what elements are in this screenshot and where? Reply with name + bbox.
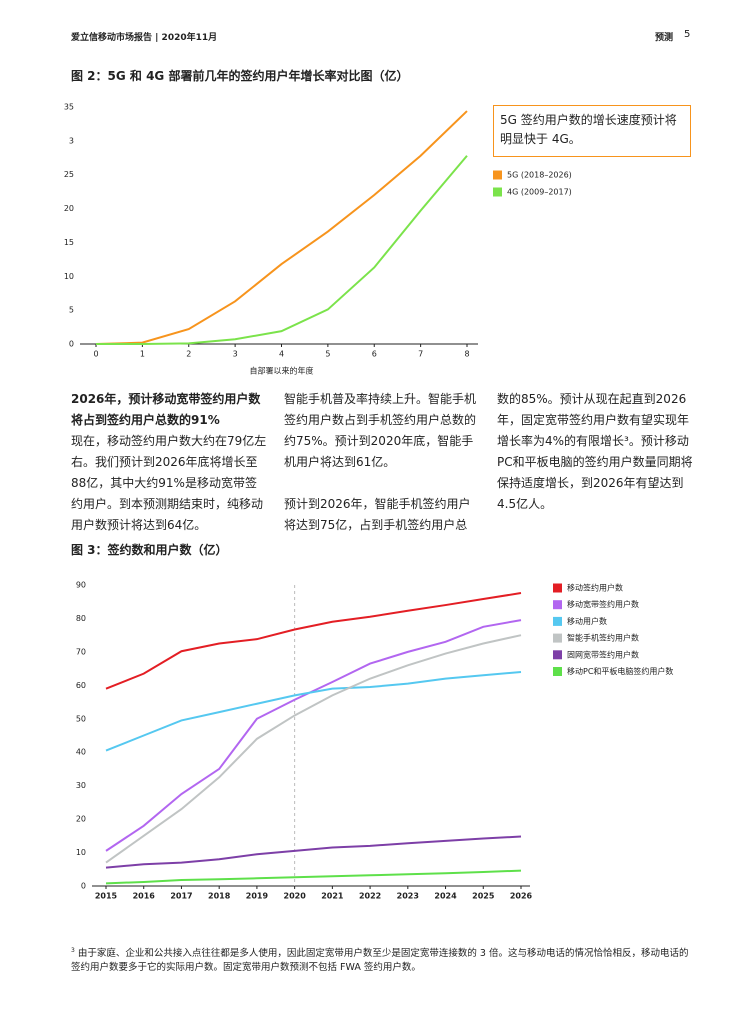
x-tick-label: 1 (140, 350, 145, 359)
y-tick-label: 20 (64, 204, 74, 213)
legend-label: 智能手机签约用户数 (567, 633, 639, 643)
y-tick-label: 20 (76, 815, 86, 824)
series-line (105, 835, 522, 869)
y-tick-label: 0 (69, 340, 74, 349)
y-tick-label: 15 (64, 238, 74, 247)
heading: 2026年，预计移动宽带签约用户数将占到签约用户总数的91% (71, 392, 261, 427)
annotation: 5G 签约用户数的增长速度预计将明显快于 4G。 (493, 105, 691, 157)
legend-swatch (553, 650, 562, 660)
series-line (105, 670, 522, 752)
legend-swatch (493, 170, 502, 180)
x-tick-label: 5 (325, 350, 330, 359)
x-tick-label: 8 (464, 350, 469, 359)
footnote-marker: 3 (71, 947, 75, 954)
paragraph: 现在，移动签约用户数大约在79亿左右。我们预计到2026年底将增长至88亿，其中… (71, 434, 267, 532)
y-tick-label: 3 (69, 136, 74, 145)
y-tick-label: 5 (69, 306, 74, 315)
legend-label: 4G (2009–2017) (507, 188, 572, 197)
legend-label: 固网宽带签约用户数 (567, 649, 639, 659)
x-axis-label: 自部署以来的年度 (250, 366, 314, 376)
legend-swatch (553, 616, 562, 626)
x-tick-label: 2 (186, 350, 191, 359)
x-tick-label: 6 (372, 350, 377, 359)
series-line (96, 155, 468, 345)
x-tick-label: 0 (93, 350, 98, 359)
legend-label: 移动用户数 (567, 616, 607, 626)
legend-swatch (553, 600, 562, 610)
y-tick-label: 40 (76, 748, 86, 757)
y-tick-label: 10 (64, 272, 74, 281)
figure-title: 图 2：5G 和 4G 部署前几年的签约用户年增长率对比图（亿） (71, 69, 409, 83)
x-tick-label: 2015 (95, 892, 118, 901)
page-number: 5 (684, 29, 691, 40)
paragraph: 数的85%。预计从现在起直到2026年，固定宽带签约用户数有望实现年增长率为4%… (497, 392, 693, 511)
legend-label: 移动宽带签约用户数 (567, 599, 639, 609)
series-line (95, 110, 468, 345)
x-tick-label: 2019 (246, 892, 269, 901)
paragraph: 预计到2026年，智能手机签约用户将达到75亿，占到手机签约用户总 (284, 497, 471, 532)
paragraph: 智能手机普及率持续上升。智能手机签约用户数占到手机签约用户总数的约75%。预计到… (284, 392, 477, 469)
y-tick-label: 80 (76, 614, 86, 623)
y-tick-label: 60 (76, 681, 86, 690)
column: 2026年，预计移动宽带签约用户数将占到签约用户总数的91% 现在，移动签约用户数… (71, 389, 267, 536)
legend-label: 移动签约用户数 (567, 583, 623, 593)
x-tick-label: 2017 (170, 892, 192, 901)
header-section: 预测 (655, 33, 674, 43)
x-tick-label: 2016 (133, 892, 156, 901)
x-tick-label: 2024 (434, 892, 457, 901)
series-line (105, 592, 522, 690)
x-tick-label: 2018 (208, 892, 231, 901)
x-tick-label: 7 (418, 350, 423, 359)
legend-label: 5G (2018–2026) (507, 171, 572, 180)
legend-swatch (553, 633, 562, 643)
legend-swatch (493, 187, 502, 197)
x-tick-label: 2022 (359, 892, 381, 901)
y-tick-label: 10 (76, 848, 86, 857)
x-tick-label: 2023 (397, 892, 419, 901)
y-tick-label: 0 (81, 882, 86, 891)
legend-label: 移动PC和平板电脑签约用户数 (567, 666, 673, 676)
header-left: 爱立信移动市场报告 | 2020年11月 (71, 33, 218, 43)
y-tick-label: 50 (76, 714, 86, 723)
x-tick-label: 4 (279, 350, 284, 359)
series-line (105, 619, 522, 852)
y-tick-label: 35 (64, 103, 74, 112)
legend-swatch (553, 667, 562, 676)
x-tick-label: 3 (233, 350, 238, 359)
series-line (105, 869, 522, 885)
x-tick-label: 2026 (510, 892, 533, 901)
column: 智能手机普及率持续上升。智能手机签约用户数占到手机签约用户总数的约75%。预计到… (284, 389, 480, 536)
y-tick-label: 25 (64, 170, 74, 179)
series-line (105, 634, 522, 864)
y-tick-label: 70 (76, 647, 86, 656)
footnote-text: 由于家庭、企业和公共接入点往往都是多人使用，因此固定宽带用户数至少是固定宽带连接… (71, 948, 689, 974)
legend-swatch (553, 583, 562, 593)
x-tick-label: 2025 (472, 892, 495, 901)
x-tick-label: 2021 (321, 892, 344, 901)
y-tick-label: 30 (76, 781, 86, 790)
column: 数的85%。预计从现在起直到2026年，固定宽带签约用户数有望实现年增长率为4%… (497, 389, 693, 515)
footnote: 3 由于家庭、企业和公共接入点往往都是多人使用，因此固定宽带用户数至少是固定宽带… (71, 944, 691, 975)
y-tick-label: 90 (76, 581, 86, 590)
figure-title: 图 3：签约数和用户数（亿） (71, 543, 228, 557)
x-tick-label: 2020 (284, 892, 307, 901)
